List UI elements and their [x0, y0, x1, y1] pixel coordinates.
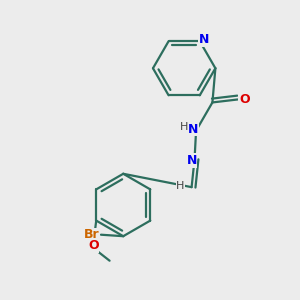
- Text: O: O: [88, 239, 99, 252]
- Text: H: H: [180, 122, 188, 131]
- Text: N: N: [186, 154, 197, 167]
- Text: H: H: [176, 181, 184, 191]
- Text: N: N: [188, 123, 198, 136]
- Text: O: O: [239, 93, 250, 106]
- Text: N: N: [199, 33, 209, 46]
- Text: Br: Br: [84, 228, 100, 241]
